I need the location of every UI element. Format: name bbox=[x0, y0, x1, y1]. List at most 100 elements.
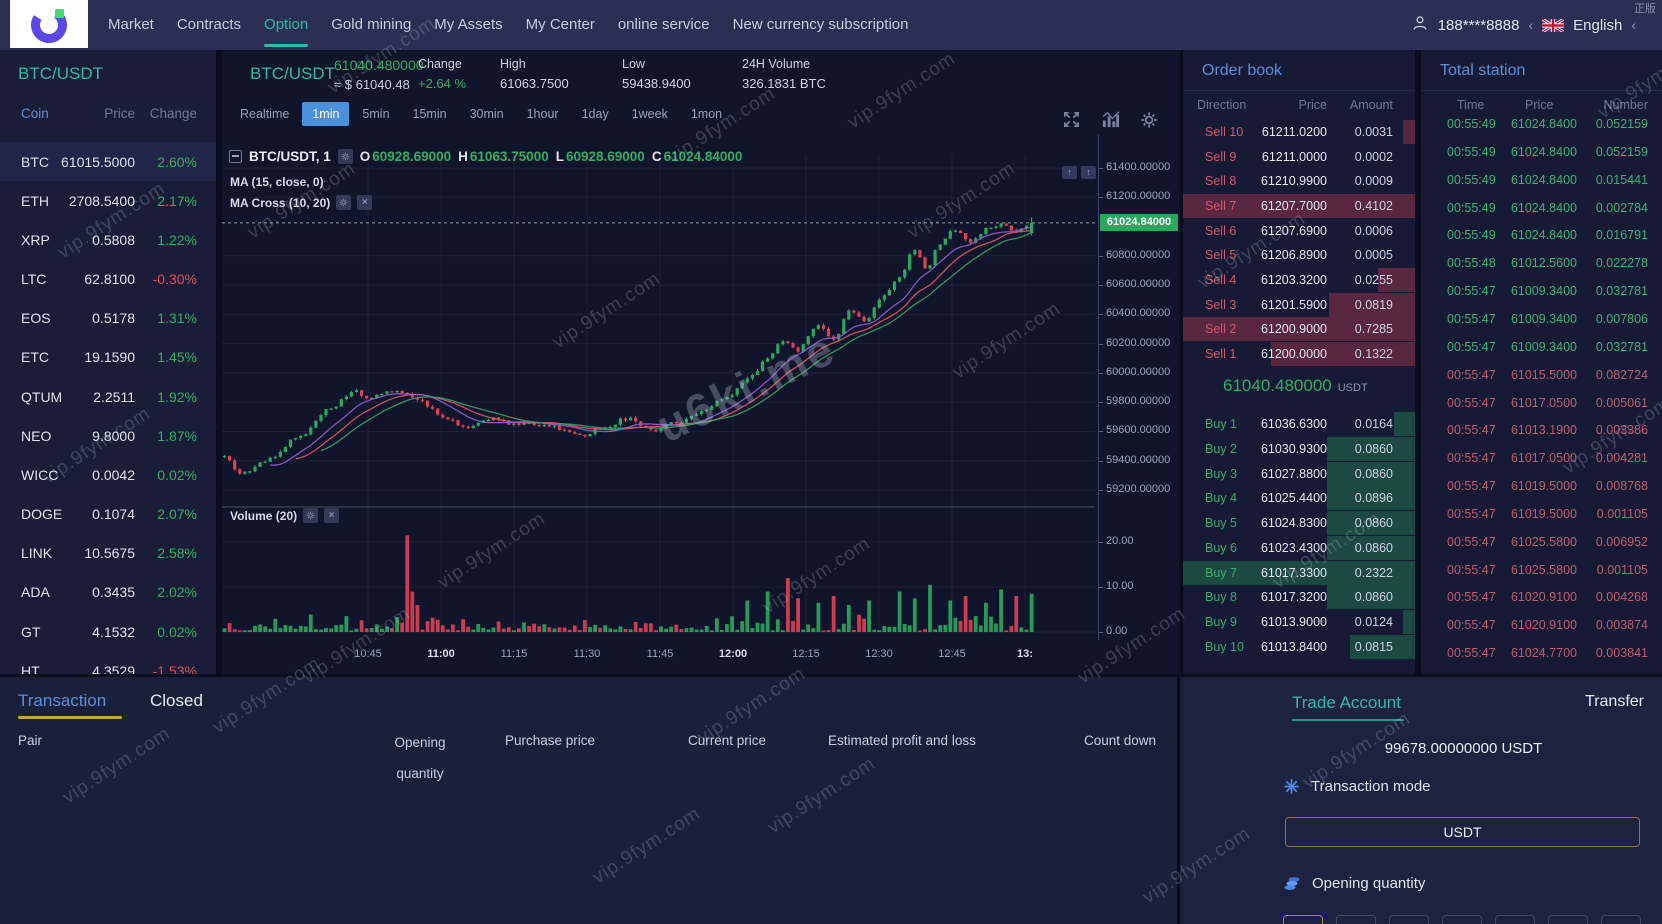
collapse-legend-icon[interactable] bbox=[229, 150, 242, 163]
currency-select[interactable]: USDT bbox=[1285, 817, 1640, 847]
coin-row-doge[interactable]: DOGE 0.1074 2.07% bbox=[21, 506, 197, 523]
coin-row-ada[interactable]: ADA 0.3435 2.02% bbox=[21, 584, 197, 601]
trade-row: 00:55:48 61012.5600 0.022278 bbox=[1447, 256, 1648, 271]
legend-gear-icon[interactable] bbox=[337, 149, 353, 164]
timeframe-1min[interactable]: 1min bbox=[302, 102, 350, 126]
orderbook-sell-row[interactable]: Sell 1 61200.0000 0.1322 bbox=[1183, 342, 1415, 367]
timeframe-30min[interactable]: 30min bbox=[469, 107, 504, 121]
ma-gear-icon[interactable] bbox=[336, 195, 352, 210]
indicator-icon[interactable] bbox=[1101, 110, 1120, 134]
timeframe-15min[interactable]: 15min bbox=[412, 107, 447, 121]
scroll-up-button[interactable]: ↑ bbox=[1081, 166, 1096, 179]
timeframe-1week[interactable]: 1week bbox=[631, 107, 668, 121]
quantity-option-button[interactable] bbox=[1336, 915, 1376, 924]
coin-row-xrp[interactable]: XRP 0.5808 1.22% bbox=[21, 231, 197, 248]
timeframe-1day[interactable]: 1day bbox=[581, 107, 609, 121]
trade-row: 00:55:47 61017.0500 0.004281 bbox=[1447, 451, 1648, 466]
orderbook-sell-row[interactable]: Sell 5 61206.8900 0.0005 bbox=[1205, 248, 1393, 263]
orderbook-buy-row[interactable]: Buy 4 61025.4400 0.0896 bbox=[1183, 486, 1415, 511]
price-axis[interactable]: 61400.00000 61200.00000 60800.00000 60600.0… bbox=[1098, 135, 1180, 640]
orderbook-buy-row[interactable]: Buy 5 61024.8300 0.0860 bbox=[1183, 511, 1415, 536]
price-tick: 60600.00000 bbox=[1098, 278, 1171, 291]
quantity-option-button[interactable] bbox=[1442, 915, 1482, 924]
language-selector[interactable]: English bbox=[1573, 16, 1623, 34]
quantity-option-button[interactable] bbox=[1601, 915, 1641, 924]
coin-row-neo[interactable]: NEO 9.8000 1.87% bbox=[21, 427, 197, 444]
current-price-tag: 61024.84000 bbox=[1100, 214, 1178, 232]
timeframe-5min[interactable]: 5min bbox=[362, 107, 390, 121]
orderbook-sell-row[interactable]: Sell 3 61201.5900 0.0819 bbox=[1183, 292, 1415, 317]
coin-row-etc[interactable]: ETC 19.1590 1.45% bbox=[21, 349, 197, 366]
nav-item-gold-mining[interactable]: Gold mining bbox=[331, 16, 412, 33]
active-tab-underline bbox=[18, 716, 122, 719]
nav-item-my-assets[interactable]: My Assets bbox=[434, 16, 503, 33]
coin-row-btc[interactable]: BTC 61015.5000 2.60% bbox=[0, 142, 216, 181]
orderbook-buy-row[interactable]: Buy 7 61017.3300 0.2322 bbox=[1183, 560, 1415, 585]
trade-row: 00:55:49 61024.8400 0.002784 bbox=[1447, 200, 1648, 215]
orderbook-center-price: 61040.480000 USDT bbox=[1223, 376, 1368, 395]
volume-tick: 20.00 bbox=[1099, 535, 1134, 547]
nav-item-online-service[interactable]: online service bbox=[617, 16, 710, 33]
user-chevron-icon[interactable]: ‹ bbox=[1528, 17, 1534, 33]
price-column-header: Price bbox=[104, 106, 135, 121]
user-phone[interactable]: 188****8888 bbox=[1437, 16, 1520, 34]
timeframe-1mon[interactable]: 1mon bbox=[690, 107, 723, 121]
scroll-up-button[interactable]: ↑ bbox=[1062, 166, 1077, 179]
tab-closed[interactable]: Closed bbox=[150, 691, 203, 710]
ma-legend: MA (15, close, 0) bbox=[230, 175, 324, 189]
ma-close-icon[interactable]: × bbox=[357, 195, 373, 210]
orderbook-sell-row[interactable]: Sell 9 61211.0000 0.0002 bbox=[1205, 149, 1393, 164]
orderbook-sell-row[interactable]: Sell 10 61211.0200 0.0031 bbox=[1183, 120, 1415, 144]
app-logo[interactable] bbox=[10, 0, 88, 48]
coin-row-link[interactable]: LINK 10.5675 2.58% bbox=[21, 545, 197, 562]
transfer-button[interactable]: Transfer bbox=[1585, 693, 1644, 710]
orderbook-buy-row[interactable]: Buy 6 61023.4300 0.0860 bbox=[1183, 535, 1415, 560]
nav-item-new-currency-subscription[interactable]: New currency subscription bbox=[732, 16, 909, 33]
nav-item-option[interactable]: Option bbox=[264, 0, 309, 50]
coin-row-wicc[interactable]: WICC 0.0042 0.02% bbox=[21, 466, 197, 483]
coin-row-ltc[interactable]: LTC 62.8100 -0.30% bbox=[21, 271, 197, 287]
orderbook-buy-row[interactable]: Buy 1 61036.6300 0.0164 bbox=[1183, 412, 1415, 436]
coin-column-header[interactable]: Coin bbox=[21, 106, 49, 121]
positions-column-header: Current price bbox=[688, 733, 767, 748]
nav-item-my-center[interactable]: My Center bbox=[525, 16, 595, 33]
orderbook-buy-row[interactable]: Buy 10 61013.8400 0.0815 bbox=[1183, 635, 1415, 660]
time-axis[interactable]: 10:45 11:00 11:15 11:30 11:45 12:00 12:15 12:30… bbox=[222, 648, 1095, 664]
orderbook-buy-row[interactable]: Buy 2 61030.9300 0.0860 bbox=[1183, 436, 1415, 461]
chart-last-price: 61040.480000 bbox=[334, 57, 424, 73]
orderbook-sell-row[interactable]: Sell 4 61203.3200 0.0255 bbox=[1183, 268, 1415, 293]
orderbook-buy-row[interactable]: Buy 8 61017.3200 0.0860 bbox=[1183, 585, 1415, 610]
orderbook-sell-row[interactable]: Sell 8 61210.9900 0.0009 bbox=[1205, 174, 1393, 189]
orderbook-sell-row[interactable]: Sell 6 61207.6900 0.0006 bbox=[1205, 223, 1393, 238]
coin-row-gt[interactable]: GT 4.1532 0.02% bbox=[21, 623, 197, 640]
orderbook-sell-row[interactable]: Sell 7 61207.7000 0.4102 bbox=[1183, 194, 1415, 218]
orderbook-sell-row[interactable]: Sell 2 61200.9000 0.7285 bbox=[1183, 317, 1415, 342]
nav-item-market[interactable]: Market bbox=[108, 16, 154, 33]
trade-account-panel: Trade Account Transfer 99678.00000000 US… bbox=[1183, 677, 1662, 924]
chart-usd-price: ≈ $ 61040.48 bbox=[334, 77, 410, 92]
language-chevron-icon[interactable]: ‹ bbox=[1631, 17, 1636, 33]
coin-row-qtum[interactable]: QTUM 2.2511 1.92% bbox=[21, 388, 197, 405]
user-icon bbox=[1411, 14, 1429, 37]
axis-mini-buttons: ↑ ↑ bbox=[1062, 166, 1096, 179]
fullscreen-icon[interactable] bbox=[1062, 110, 1081, 134]
volume-close-icon[interactable]: × bbox=[324, 508, 340, 523]
volume-gear-icon[interactable] bbox=[303, 508, 319, 523]
nav-item-contracts[interactable]: Contracts bbox=[176, 16, 242, 33]
coin-row-ht[interactable]: HT 4.3529 -1.53% bbox=[21, 662, 197, 674]
candlestick-chart[interactable] bbox=[222, 135, 1095, 640]
coin-row-eos[interactable]: EOS 0.5178 1.31% bbox=[21, 310, 197, 327]
tab-transaction[interactable]: Transaction bbox=[18, 691, 107, 710]
quantity-option-button[interactable] bbox=[1389, 915, 1429, 924]
quantity-option-button[interactable] bbox=[1283, 915, 1323, 924]
quantity-option-button[interactable] bbox=[1495, 915, 1535, 924]
coin-row-eth[interactable]: ETH 2708.5400 2.17% bbox=[21, 192, 197, 209]
timeframe-realtime[interactable]: Realtime bbox=[240, 107, 290, 121]
chart-settings-gear-icon[interactable] bbox=[1140, 111, 1158, 134]
orderbook-buy-row[interactable]: Buy 9 61013.9000 0.0124 bbox=[1183, 610, 1415, 635]
timeframe-1hour[interactable]: 1hour bbox=[526, 107, 559, 121]
transaction-mode-label: Transaction mode bbox=[1311, 778, 1431, 795]
quantity-option-button[interactable] bbox=[1548, 915, 1588, 924]
orderbook-buy-row[interactable]: Buy 3 61027.8800 0.0860 bbox=[1183, 461, 1415, 486]
trades-title: Total station bbox=[1440, 62, 1526, 79]
